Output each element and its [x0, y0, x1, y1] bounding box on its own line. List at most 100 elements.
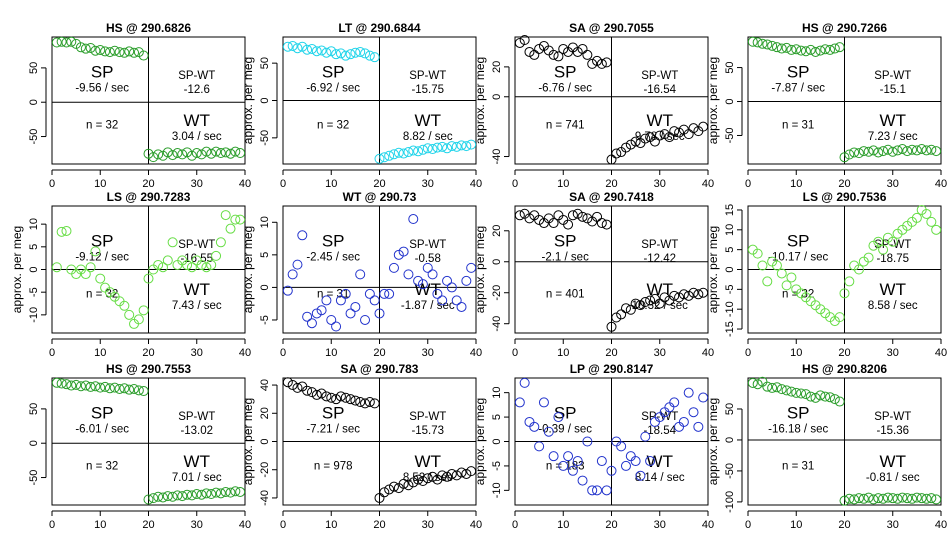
y-axis-label: approx. per meg [706, 57, 720, 144]
wt-rate: -0.81 / sec [866, 472, 920, 484]
chart-panel: HS @ 290.7266 0 10 20 30 40 -50 0 50 approx. per … [706, 21, 947, 190]
x-tick-label: 40 [935, 178, 947, 190]
y-tick-label: 50 [259, 57, 271, 69]
spwt-label: SP-WT [178, 411, 215, 423]
data-point [437, 295, 448, 306]
data-point [592, 485, 603, 496]
data-point [201, 262, 212, 273]
data-point [403, 269, 414, 280]
data-point [625, 139, 636, 150]
data-point [921, 145, 932, 156]
data-point [926, 493, 937, 504]
data-point [61, 379, 72, 390]
sp-rate: -6.76 / sec [538, 83, 592, 95]
data-point [427, 269, 438, 280]
data-point [350, 301, 361, 312]
data-series [51, 210, 246, 329]
sp-rate: -6.92 / sec [306, 83, 360, 95]
data-point [664, 132, 675, 143]
y-tick-label: -5 [491, 461, 503, 471]
data-point [95, 45, 106, 56]
y-tick-label: -40 [259, 490, 271, 506]
spwt-value: -12.42 [643, 253, 676, 265]
data-point [408, 214, 419, 225]
y-tick-label: 5 [28, 244, 40, 250]
data-point [114, 47, 125, 58]
n-count: n = 31 [317, 288, 349, 300]
x-tick-label: 20 [142, 519, 154, 531]
chart-title: WT @ 290.73 [343, 190, 417, 204]
spwt-label: SP-WT [409, 411, 446, 423]
data-point [911, 212, 922, 223]
data-point [853, 148, 864, 159]
data-point [340, 288, 351, 299]
data-point [355, 269, 366, 280]
x-axis: 0 10 20 30 40 [512, 510, 714, 531]
y-tick-label: 0 [724, 437, 736, 443]
data-point [350, 47, 361, 58]
data-point [331, 49, 342, 60]
data-point [786, 272, 797, 283]
x-tick-label: 10 [557, 519, 569, 531]
data-point [659, 292, 670, 303]
n-count: n = 32 [782, 288, 814, 300]
data-point [211, 250, 222, 261]
data-point [757, 260, 768, 271]
data-point [215, 488, 226, 499]
data-point [534, 441, 545, 452]
y-axis: -40 0 20 [491, 61, 510, 164]
data-point [138, 386, 149, 397]
data-point [119, 383, 130, 394]
data-point [374, 308, 385, 319]
x-tick-label: 10 [790, 178, 802, 190]
data-point [364, 288, 375, 299]
data-point [398, 478, 409, 489]
data-point [834, 396, 845, 407]
x-axis: 0 10 20 30 40 [280, 510, 482, 531]
data-point [825, 44, 836, 55]
data-point [752, 379, 763, 390]
sp-rate: -7.87 / sec [771, 83, 825, 95]
data-point [858, 493, 869, 504]
data-point [654, 130, 665, 141]
chart-title: SA @ 290.7418 [569, 190, 654, 204]
data-point [417, 144, 428, 155]
data-point [921, 208, 932, 219]
x-tick-label: 0 [280, 178, 286, 190]
data-point [384, 484, 395, 495]
data-point [911, 145, 922, 156]
n-count: n = 32 [86, 460, 118, 472]
x-tick-label: 0 [280, 347, 286, 359]
data-point [109, 45, 120, 56]
data-point [306, 43, 317, 54]
data-point [558, 43, 569, 54]
data-point [316, 45, 327, 56]
data-point [519, 34, 530, 45]
sp-label: SP [554, 232, 577, 251]
data-point [548, 218, 559, 229]
data-point [451, 470, 462, 481]
sp-rate: -6.01 / sec [75, 424, 129, 436]
data-point [611, 312, 622, 323]
data-point [698, 392, 709, 403]
x-tick-label: 20 [373, 178, 385, 190]
y-axis-label: approx. per meg [241, 398, 255, 485]
y-tick-label: 0 [259, 438, 271, 444]
y-tick-label: -50 [259, 130, 271, 146]
data-point [235, 148, 246, 159]
data-point [466, 466, 477, 477]
data-point [437, 470, 448, 481]
data-point [451, 295, 462, 306]
x-tick-label: 40 [935, 347, 947, 359]
data-point [75, 42, 86, 53]
y-axis: -50 0 50 [28, 403, 47, 485]
data-point [331, 321, 342, 332]
x-tick-label: 30 [887, 347, 899, 359]
data-point [926, 216, 937, 227]
data-point [177, 491, 188, 502]
data-point [162, 147, 173, 158]
x-tick-label: 30 [654, 519, 666, 531]
data-point [191, 489, 202, 500]
sp-rate: -2.45 / sec [306, 252, 360, 264]
wt-rate: 3.04 / sec [172, 131, 222, 143]
